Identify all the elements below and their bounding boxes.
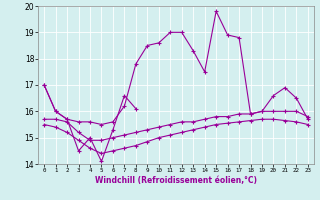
- X-axis label: Windchill (Refroidissement éolien,°C): Windchill (Refroidissement éolien,°C): [95, 176, 257, 185]
